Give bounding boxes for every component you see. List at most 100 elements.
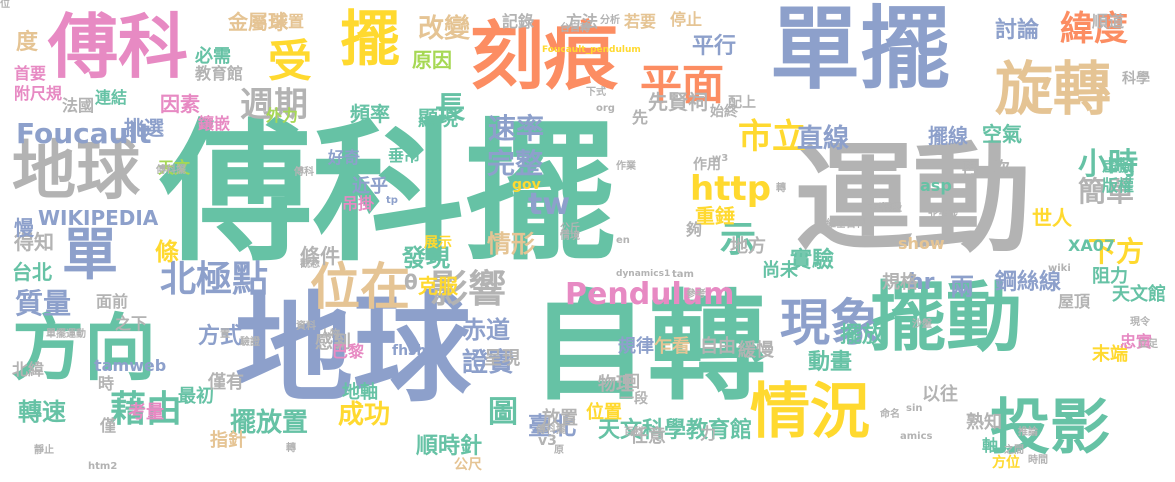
cloud-word: 擺盪 [882,203,902,214]
cloud-word: 南半球 [868,203,898,214]
cloud-word: 現象 [780,294,880,352]
cloud-word: 先賢祠 [648,90,708,114]
cloud-word: 沙盤 [912,319,932,330]
cloud-word: 重錘 [695,204,735,228]
cloud-word: 位置 [586,402,622,423]
cloud-word: 慢 [14,216,34,240]
cloud-word: 順時針 [416,434,483,459]
cloud-word: 感到 [315,332,351,353]
cloud-word: 完整 [487,147,544,180]
cloud-word: 外力 [266,106,299,125]
cloud-word: 討論 [995,18,1040,43]
cloud-word: 質量 [15,287,72,320]
cloud-word: 情境 [560,231,580,242]
cloud-word: 力 [700,424,717,443]
cloud-word: 巴黎 [332,342,365,361]
cloud-word: 條 [155,238,179,266]
cloud-word: 擺放置 [230,408,309,438]
cloud-word: 作業 [616,161,636,172]
cloud-word: 頻率 [350,102,390,126]
cloud-word: hr [908,270,935,295]
cloud-word: 挑選 [124,116,164,140]
cloud-word: 台自轉 [560,23,590,34]
cloud-word: 緯度 [1060,9,1128,49]
cloud-word: wiki [1048,263,1071,274]
cloud-word: 擺線 [928,124,968,148]
cloud-word: 自轉 [530,278,767,416]
cloud-word: 轉速 [18,398,66,426]
cloud-word: 最初 [178,386,214,407]
cloud-word: sin [906,403,923,414]
cloud-word: Pendulum [565,277,735,312]
cloud-word: 原因 [412,48,452,72]
cloud-word: org [596,103,615,114]
cloud-word: 版權 [1102,176,1135,195]
cloud-word: 傅科擺 [160,105,616,282]
cloud-word: 地球 [12,135,140,209]
cloud-word: 單 [62,223,118,288]
cloud-word: 傅科 [294,167,314,178]
cloud-word: 旋轉 [995,55,1112,123]
cloud-word: 擺動 [870,273,1022,362]
cloud-word: 空氣 [982,122,1022,146]
cloud-word: 赤道 [462,316,510,344]
cloud-word: 連結 [95,88,128,107]
cloud-word: 發現 [402,244,450,272]
cloud-word: 實驗 [790,248,835,273]
cloud-word: 方位 [992,455,1020,471]
cloud-word: 命名 [880,409,900,420]
cloud-word: 小時 [1078,147,1138,182]
cloud-word: 以往 [922,384,958,405]
cloud-word: 維基百科 [826,219,866,230]
cloud-word: 方式 [198,324,243,349]
cloud-word: 面前 [96,292,129,311]
cloud-word: 乍看 [654,336,690,357]
cloud-word: 下式 [586,87,606,98]
cloud-word: 單擺 [770,0,950,102]
cloud-word: 簡單 [1078,175,1135,208]
cloud-word: 週期 [240,85,308,125]
cloud-word: 緩慢 [738,340,774,361]
cloud-word: 轉 [776,183,786,194]
cloud-word: 若要 [624,12,657,31]
cloud-word: 得知 [14,230,54,254]
cloud-word: 公斤 [560,223,580,234]
cloud-word: 受 [268,36,312,87]
cloud-word: 停止 [670,10,703,29]
cloud-word: 度 [16,30,39,55]
cloud-word: 鑲嵌 [198,114,231,133]
cloud-word: 僅有 [208,372,244,393]
cloud-word: 市立 [738,117,806,157]
cloud-word: 參考 [686,289,706,300]
cloud-word: asp [920,176,952,195]
cloud-word: 速率 [488,112,545,145]
cloud-word: 虛擬 [1102,156,1135,175]
cloud-word: 平面 [640,60,725,109]
cloud-word: 屋頂 [1058,292,1091,311]
cloud-word: 傳科擺 [536,425,566,436]
cloud-word: dynamics1 [616,269,671,279]
cloud-word: 圖 [488,395,518,430]
cloud-word: 投影 [990,393,1110,463]
cloud-word: 位 [0,0,10,10]
cloud-word: 平行 [692,34,737,59]
cloud-word: 刻痕 [470,14,618,100]
cloud-word: 下方 [1088,235,1145,268]
cloud-word: 情況 [750,377,870,447]
cloud-word: 天文館 [1112,284,1166,305]
cloud-word: 規格 [882,272,918,293]
cloud-word: 裝置 [272,12,305,31]
cloud-word: 介 [336,341,346,352]
cloud-word: 忠實 [1120,332,1153,351]
cloud-word: 考量 [128,402,164,423]
cloud-word: 自由 [700,336,736,357]
cloud-word: 夠 [686,220,703,239]
cloud-word: 位在 [310,258,410,316]
cloud-word: w3 [712,153,729,164]
cloud-word: 情形 [487,230,535,258]
cloud-word: 擺放 [840,323,885,348]
cloud-word: 阻力 [1092,266,1128,287]
cloud-word: 指針 [210,430,246,451]
cloud-word: 展示 [424,235,452,251]
